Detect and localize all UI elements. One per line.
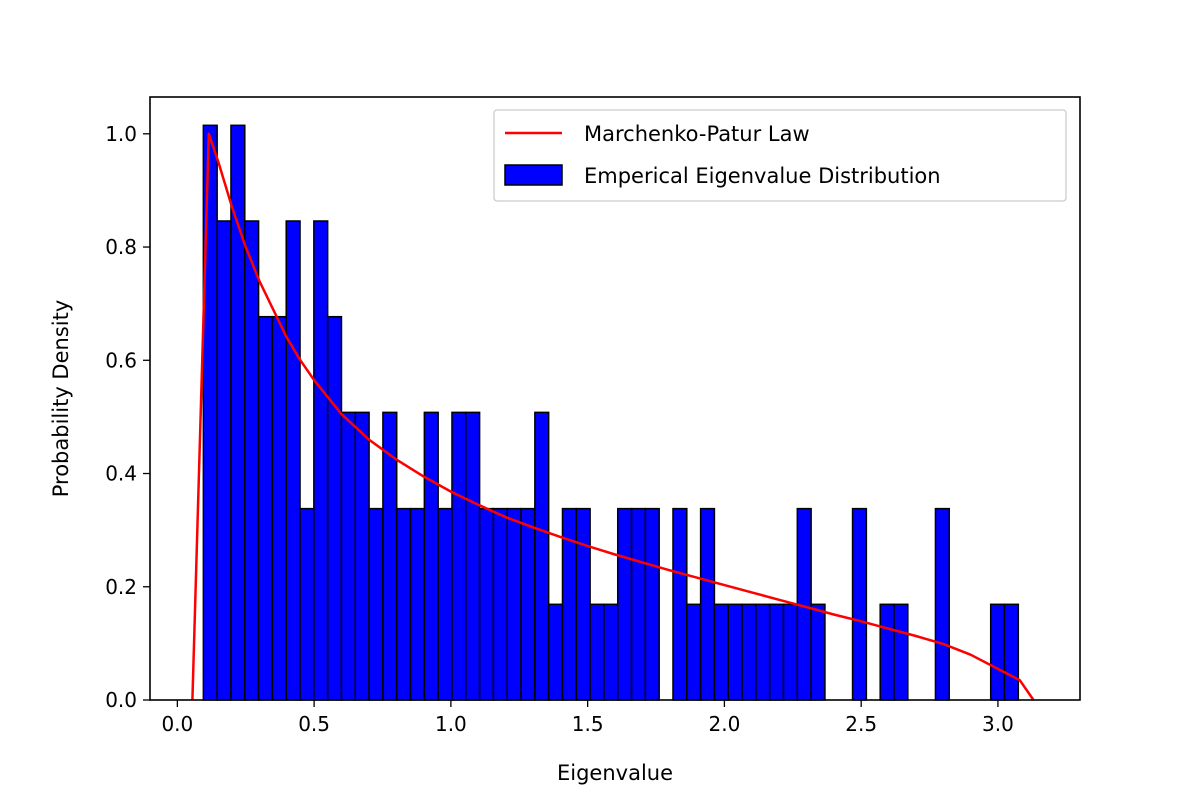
histogram-bar bbox=[851, 507, 868, 701]
histogram-bar bbox=[257, 315, 274, 701]
histogram-bar bbox=[326, 315, 343, 701]
y-axis-label: Probability Density bbox=[49, 300, 73, 498]
histogram-bar bbox=[465, 411, 481, 701]
histogram-bar bbox=[810, 603, 826, 701]
y-tick-label: 0.0 bbox=[105, 688, 137, 712]
legend-bar-swatch bbox=[504, 164, 563, 186]
histogram-bar bbox=[520, 507, 536, 701]
histogram-bar bbox=[727, 603, 743, 701]
y-tick-label: 0.8 bbox=[105, 235, 137, 259]
histogram-bar bbox=[299, 507, 315, 701]
histogram-bars bbox=[202, 124, 1020, 701]
histogram-bar bbox=[672, 507, 688, 701]
histogram-bar bbox=[547, 603, 564, 701]
histogram-bar bbox=[741, 603, 757, 701]
histogram-bar bbox=[423, 411, 439, 701]
histogram-bar bbox=[1003, 603, 1020, 701]
x-tick-label: 0.0 bbox=[161, 712, 193, 736]
histogram-bar bbox=[782, 603, 799, 701]
histogram-bar bbox=[216, 220, 232, 701]
histogram-bar bbox=[644, 507, 660, 701]
x-tick-label: 2.5 bbox=[845, 712, 877, 736]
histogram-bar bbox=[603, 603, 619, 701]
histogram-bar bbox=[451, 411, 467, 701]
y-axis-ticks: 0.0 0.2 0.4 0.6 0.8 1.0 bbox=[105, 122, 150, 712]
histogram-bar bbox=[768, 603, 785, 701]
x-tick-label: 1.5 bbox=[572, 712, 604, 736]
x-tick-label: 1.0 bbox=[435, 712, 467, 736]
histogram-bar bbox=[630, 507, 647, 701]
histogram-bar bbox=[534, 411, 550, 701]
histogram-bar bbox=[340, 411, 357, 701]
histogram-bar bbox=[575, 507, 591, 701]
histogram-bar bbox=[893, 603, 909, 701]
mp-law-curve-group bbox=[191, 132, 1035, 701]
x-axis-ticks: 0.0 0.5 1.0 1.5 2.0 2.5 3.0 bbox=[161, 700, 1014, 736]
mp-law-line bbox=[191, 132, 1035, 701]
histogram-bar bbox=[368, 507, 384, 701]
y-tick-label: 0.2 bbox=[105, 575, 137, 599]
y-tick-label: 0.4 bbox=[105, 462, 137, 486]
y-tick-label: 0.6 bbox=[105, 348, 137, 372]
histogram-bar bbox=[699, 507, 716, 701]
histogram-bar bbox=[285, 220, 301, 701]
legend-bar-label: Emperical Eigenvalue Distribution bbox=[584, 164, 941, 188]
histogram-bar bbox=[271, 315, 287, 701]
plot-area-frame bbox=[149, 96, 1081, 701]
histogram-bar bbox=[492, 507, 508, 701]
x-tick-label: 0.5 bbox=[298, 712, 330, 736]
histogram-bar bbox=[437, 507, 453, 701]
histogram-bar bbox=[478, 507, 495, 701]
histogram-bar bbox=[589, 603, 605, 701]
histogram-bar bbox=[713, 603, 729, 701]
histogram-bar bbox=[313, 220, 329, 701]
histogram-bar bbox=[686, 603, 702, 701]
histogram-bar bbox=[879, 603, 895, 701]
histogram-bar bbox=[755, 603, 771, 701]
histogram-bar bbox=[506, 507, 522, 701]
histogram-bar bbox=[409, 507, 426, 701]
legend-box bbox=[493, 109, 1067, 202]
x-axis-label: Eigenvalue bbox=[557, 761, 673, 785]
legend: Marchenko-Patur Law Emperical Eigenvalue… bbox=[493, 109, 1067, 202]
histogram-bar bbox=[934, 507, 951, 701]
histogram-bar bbox=[354, 411, 370, 701]
histogram-bar bbox=[244, 220, 260, 701]
y-tick-label: 1.0 bbox=[105, 122, 137, 146]
histogram-bar bbox=[989, 603, 1006, 701]
histogram-bar bbox=[395, 507, 412, 701]
legend-line-label: Marchenko-Patur Law bbox=[584, 122, 810, 146]
histogram-bar bbox=[616, 507, 633, 701]
x-tick-label: 2.0 bbox=[709, 712, 741, 736]
x-tick-label: 3.0 bbox=[982, 712, 1014, 736]
